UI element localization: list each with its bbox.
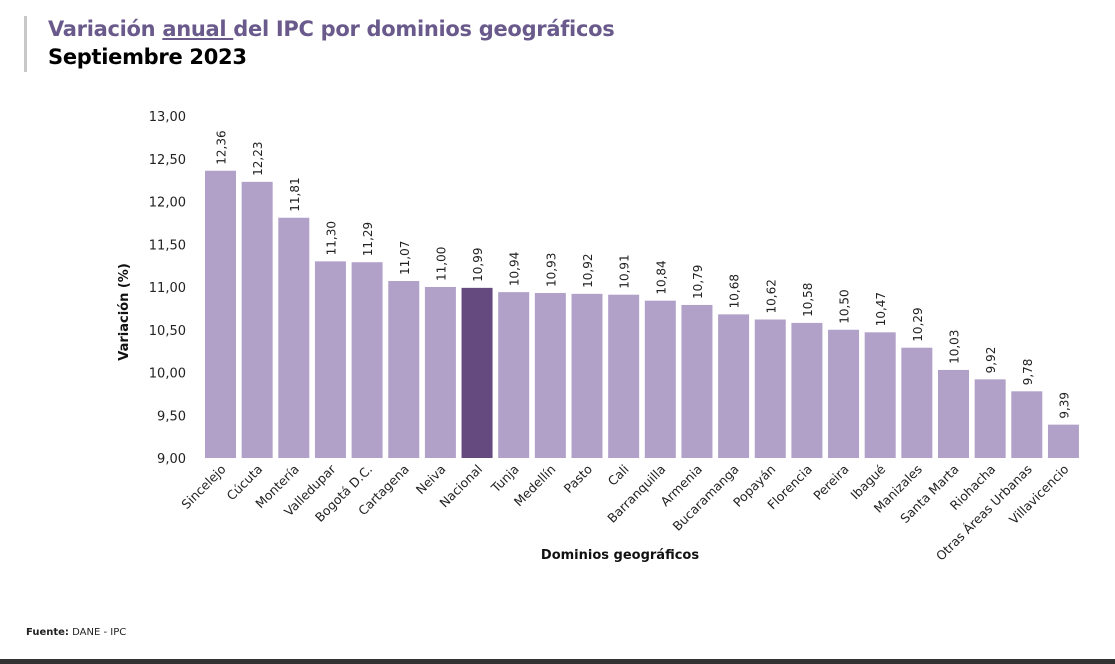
- bar: [278, 217, 310, 458]
- data-label: 10,79: [691, 265, 705, 299]
- y-tick-label: 9,00: [157, 452, 186, 467]
- data-label: 10,03: [948, 330, 962, 364]
- bar: [864, 332, 896, 458]
- bar: [974, 379, 1006, 458]
- data-label: 12,36: [215, 130, 229, 164]
- x-tick-label: Tunja: [487, 462, 521, 496]
- data-label: 11,30: [324, 221, 338, 255]
- bar: [388, 281, 420, 458]
- bar: [1047, 424, 1079, 458]
- bar: [608, 294, 640, 458]
- y-tick-label: 11,00: [149, 281, 186, 296]
- x-tick-label: Cali: [605, 462, 632, 489]
- data-label: 9,78: [1021, 359, 1035, 386]
- bar: [498, 292, 530, 458]
- data-label: 12,23: [251, 141, 265, 175]
- chart-subtitle: Septiembre 2023: [48, 45, 247, 69]
- data-label: 10,91: [618, 254, 632, 288]
- data-label: 10,58: [801, 283, 815, 317]
- bar: [828, 329, 860, 458]
- x-tick-label: Sincelejo: [178, 462, 228, 512]
- data-label: 11,00: [434, 247, 448, 281]
- bar: [241, 181, 273, 458]
- bar: [754, 319, 786, 458]
- data-label: 10,92: [581, 253, 595, 287]
- y-tick-label: 9,50: [157, 409, 186, 424]
- data-label: 10,62: [764, 279, 778, 313]
- y-axis-label: Variación (%): [117, 263, 132, 361]
- x-tick-label: Pasto: [561, 462, 595, 496]
- bar: [938, 369, 969, 458]
- bar: [901, 347, 933, 458]
- bar: [351, 262, 383, 458]
- bar: [424, 287, 456, 458]
- bar: [644, 300, 676, 458]
- bar: [461, 287, 493, 458]
- bottom-strip: [0, 659, 1115, 664]
- bar: [314, 261, 346, 458]
- data-label: 10,68: [728, 274, 742, 308]
- y-tick-label: 12,50: [149, 153, 186, 168]
- bar: [681, 304, 713, 458]
- y-tick-label: 13,00: [149, 110, 186, 125]
- data-label: 10,93: [544, 253, 558, 287]
- data-label: 9,92: [984, 347, 998, 374]
- bar: [1011, 391, 1043, 458]
- chart-title: Variación anual del IPC por dominios geo…: [48, 17, 615, 41]
- bar: [205, 170, 236, 458]
- data-label: 10,94: [508, 252, 522, 286]
- y-tick-label: 11,50: [149, 238, 186, 253]
- x-axis-label: Dominios geográficos: [541, 548, 699, 563]
- bar: [791, 322, 823, 458]
- data-label: 10,99: [471, 247, 485, 281]
- title-accent-bar: [24, 16, 27, 72]
- x-tick-label: Pereira: [810, 462, 851, 503]
- data-label: 11,29: [361, 222, 375, 256]
- bar: [718, 314, 750, 458]
- data-label: 10,29: [911, 307, 925, 341]
- source-note: Fuente: DANE - IPC: [26, 627, 127, 638]
- y-tick-label: 10,00: [149, 367, 186, 382]
- data-label: 10,47: [874, 292, 888, 326]
- data-label: 10,50: [838, 289, 852, 323]
- y-tick-label: 12,00: [149, 196, 186, 211]
- bar: [534, 292, 566, 458]
- data-label: 9,39: [1057, 392, 1071, 419]
- y-tick-label: 10,50: [149, 324, 186, 339]
- data-label: 11,81: [288, 177, 302, 211]
- data-label: 11,07: [398, 241, 412, 275]
- data-label: 10,84: [654, 260, 668, 294]
- bar: [571, 293, 603, 458]
